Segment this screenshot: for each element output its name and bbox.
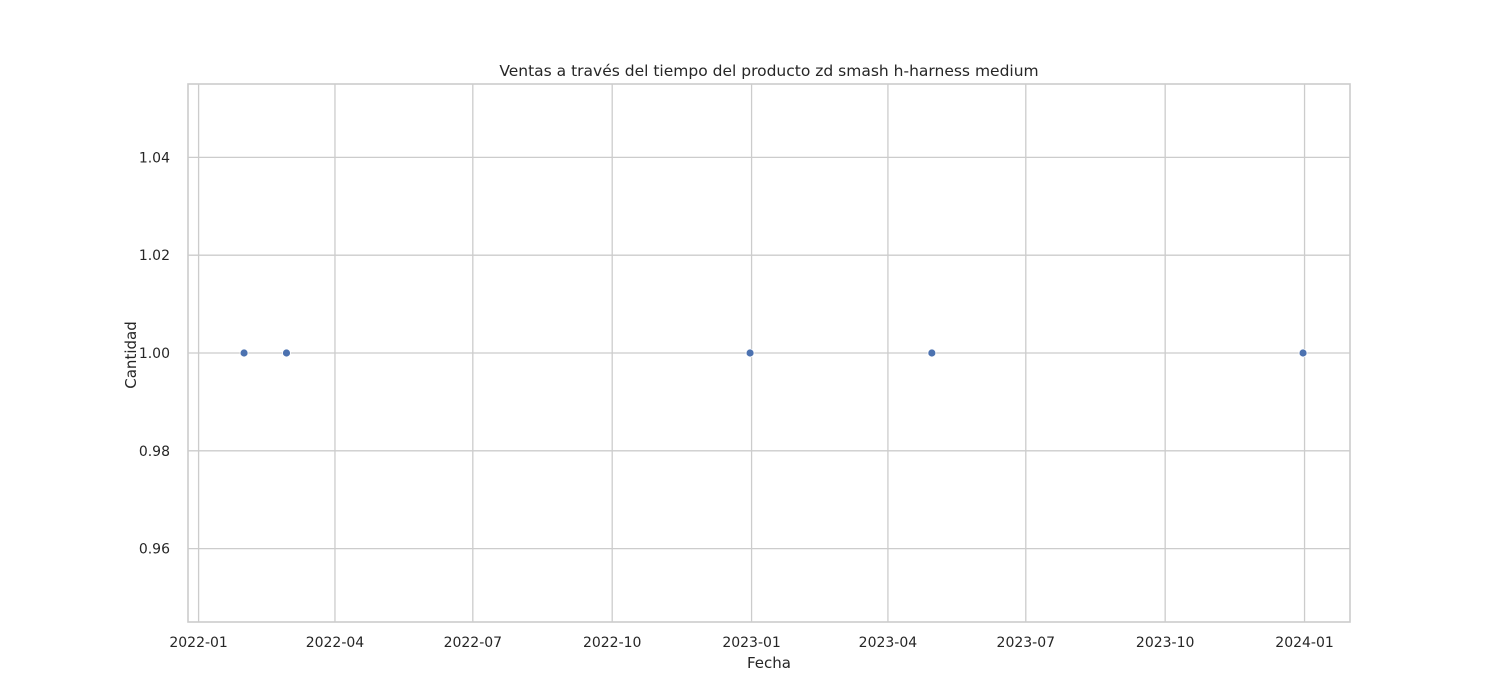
data-point bbox=[745, 348, 755, 358]
grid bbox=[188, 84, 1350, 622]
x-tick-label: 2022-01 bbox=[169, 635, 228, 651]
y-tick-label: 0.98 bbox=[139, 444, 170, 460]
y-axis-label: Cantidad bbox=[122, 321, 140, 388]
chart-title: Ventas a través del tiempo del producto … bbox=[499, 62, 1038, 80]
y-tick-label: 1.00 bbox=[139, 346, 170, 362]
data-point bbox=[927, 348, 937, 358]
y-axis-ticks: 0.96 0.98 1.00 1.02 1.04 bbox=[139, 150, 170, 557]
x-tick-label: 2023-04 bbox=[859, 635, 918, 651]
data-points bbox=[239, 348, 1308, 358]
x-tick-label: 2022-10 bbox=[583, 635, 642, 651]
x-axis-ticks: 2022-01 2022-04 2022-07 2022-10 2023-01 2023-… bbox=[169, 635, 1333, 651]
y-tick-label: 1.02 bbox=[139, 248, 170, 264]
plot-frame bbox=[187, 83, 1351, 623]
y-tick-label: 0.96 bbox=[139, 542, 170, 558]
data-point bbox=[239, 348, 249, 358]
x-tick-label: 2022-04 bbox=[306, 635, 365, 651]
data-point bbox=[282, 348, 291, 358]
x-axis-label: Fecha bbox=[747, 654, 791, 672]
x-tick-label: 2023-10 bbox=[1136, 635, 1195, 651]
x-tick-label: 2024-01 bbox=[1275, 635, 1334, 651]
x-tick-label: 2023-07 bbox=[997, 635, 1056, 651]
x-tick-label: 2023-01 bbox=[722, 635, 781, 651]
y-tick-label: 1.04 bbox=[139, 150, 170, 166]
data-point bbox=[1298, 348, 1308, 358]
x-tick-label: 2022-07 bbox=[444, 635, 503, 651]
